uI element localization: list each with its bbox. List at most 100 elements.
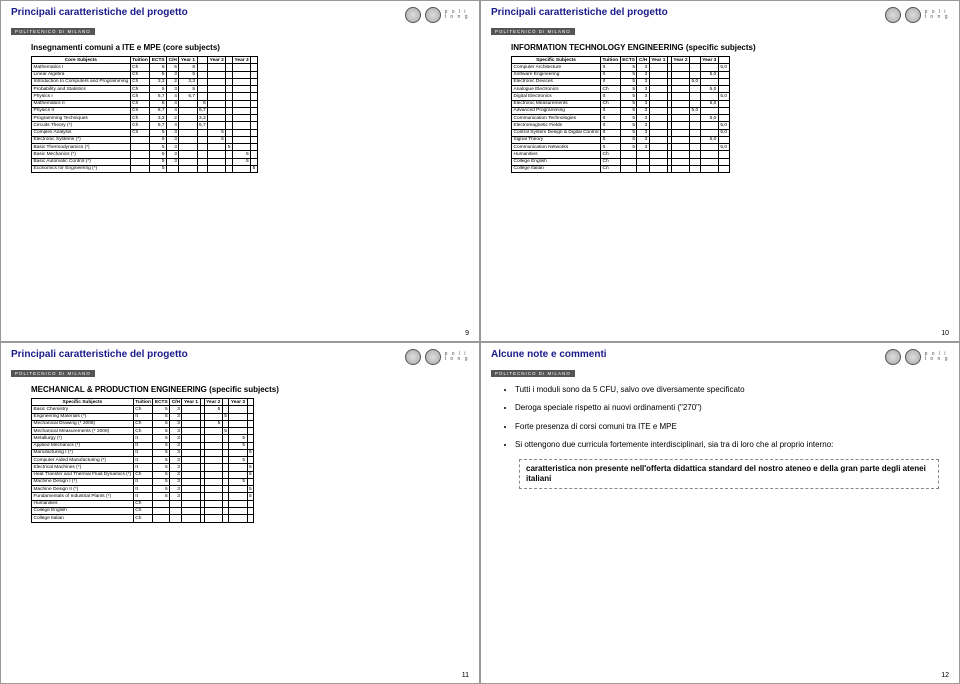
table-cell — [671, 86, 689, 93]
table-cell — [197, 158, 208, 165]
col-header: Year 1 — [179, 57, 197, 64]
col-header: Tuition — [130, 57, 150, 64]
col-header — [197, 57, 208, 64]
table-cell: Ch — [130, 78, 150, 85]
table-cell: 5 — [153, 464, 170, 471]
table-cell: 2 — [167, 78, 179, 85]
table-cell — [247, 428, 254, 435]
table-cell — [182, 449, 200, 456]
table-cell: 5 — [232, 158, 250, 165]
table-cell: It — [601, 136, 621, 143]
table-row: Heat Transfer and Thermal Fluid Dynamics… — [32, 471, 254, 478]
table-cell — [170, 515, 182, 522]
table-cell — [130, 158, 150, 165]
table-cell — [222, 515, 229, 522]
table-cell: 5 — [153, 457, 170, 464]
table-cell — [182, 464, 200, 471]
col-header: Year 2 — [208, 57, 226, 64]
brand-bar: POLITECNICO DI MILANO — [11, 370, 95, 377]
table-cell: 3 — [637, 86, 649, 93]
table-cell — [226, 78, 233, 85]
table-cell: 3 — [637, 71, 649, 78]
col-header: Year 1 — [182, 399, 200, 406]
table-cell: Ch — [133, 515, 153, 522]
col-header: Year 1 — [649, 57, 667, 64]
poli-text: p o l i t o n g — [445, 10, 469, 21]
table-cell: Introduction to Computers and Programmin… — [32, 78, 131, 85]
table-cell: 3 — [637, 144, 649, 151]
table-cell: 3 — [170, 420, 182, 427]
table-row: Electrical Machines (*)It535 — [32, 464, 254, 471]
table-cell: Signal Theory — [512, 136, 601, 143]
slide-subtitle: Insegnamenti comuni a ITE e MPE (core su… — [31, 43, 469, 52]
table-cell — [226, 151, 233, 158]
table-row: HumanitiesCh — [512, 151, 730, 158]
table-cell — [649, 129, 667, 136]
col-header: ECTS — [153, 399, 170, 406]
table-cell: 5 — [247, 471, 254, 478]
table-cell — [179, 100, 197, 107]
table-cell — [179, 107, 197, 114]
table-cell: 5,0 — [718, 93, 729, 100]
table-cell — [182, 413, 200, 420]
table-cell — [226, 86, 233, 93]
table-row: Control System Design & Digital ControlI… — [512, 129, 730, 136]
table-cell — [226, 93, 233, 100]
table-cell: 5 — [620, 136, 637, 143]
table-cell: 3 — [170, 464, 182, 471]
table-cell: Ch — [130, 64, 150, 71]
table-cell: 5,0 — [718, 64, 729, 71]
table-cell: 8 — [179, 64, 197, 71]
table-cell: 3 — [170, 442, 182, 449]
table-cell — [208, 78, 226, 85]
table-cell: 8 — [150, 64, 167, 71]
table-cell — [197, 78, 208, 85]
table-cell: 3 — [170, 428, 182, 435]
table-cell — [232, 122, 250, 129]
table-cell — [671, 165, 689, 172]
table-cell — [251, 78, 258, 85]
table-cell: 5 — [153, 493, 170, 500]
table-cell — [222, 420, 229, 427]
table-cell — [690, 151, 701, 158]
table-cell — [170, 507, 182, 514]
table-cell: Humanities — [32, 500, 134, 507]
table-cell — [232, 165, 250, 172]
table-cell — [179, 165, 197, 172]
table-cell — [182, 478, 200, 485]
brand-bar: POLITECNICO DI MILANO — [491, 28, 575, 35]
table-cell: Complex Analysis — [32, 129, 131, 136]
table-row: Linear AlgebraCh535 — [32, 71, 258, 78]
table-cell — [718, 71, 729, 78]
table-cell — [700, 107, 718, 114]
table-cell: Ch — [601, 158, 621, 165]
table-cell — [671, 158, 689, 165]
table-row: Introduction to Computers and Programmin… — [32, 78, 258, 85]
table-cell — [718, 100, 729, 107]
logo-row: p o l i t o n g — [405, 349, 469, 365]
table-cell: Electronic Systems (*) — [32, 136, 131, 143]
table-cell: 5,0 — [718, 144, 729, 151]
table-cell: Ch — [133, 406, 153, 413]
slide-subtitle: INFORMATION TECHNOLOGY ENGINEERING (spec… — [511, 43, 949, 52]
table-cell — [700, 158, 718, 165]
table-cell: 5,0 — [700, 100, 718, 107]
table-cell — [204, 413, 222, 420]
table-cell — [222, 507, 229, 514]
col-header: C/H — [170, 399, 182, 406]
slide-title: Principali caratteristiche del progetto — [11, 349, 469, 360]
table-cell: Probability and Statistics — [32, 86, 131, 93]
table-cell — [232, 86, 250, 93]
table-cell — [637, 151, 649, 158]
table-cell: 5,0 — [700, 71, 718, 78]
table-cell — [232, 107, 250, 114]
table-cell: Ch — [133, 500, 153, 507]
table-cell: Communication Networks — [512, 144, 601, 151]
table-cell — [153, 500, 170, 507]
table-cell: 3 — [170, 493, 182, 500]
table-cell — [179, 115, 197, 122]
table-cell — [247, 515, 254, 522]
table-cell — [251, 129, 258, 136]
table-cell: Ch — [130, 115, 150, 122]
table-cell — [204, 515, 222, 522]
